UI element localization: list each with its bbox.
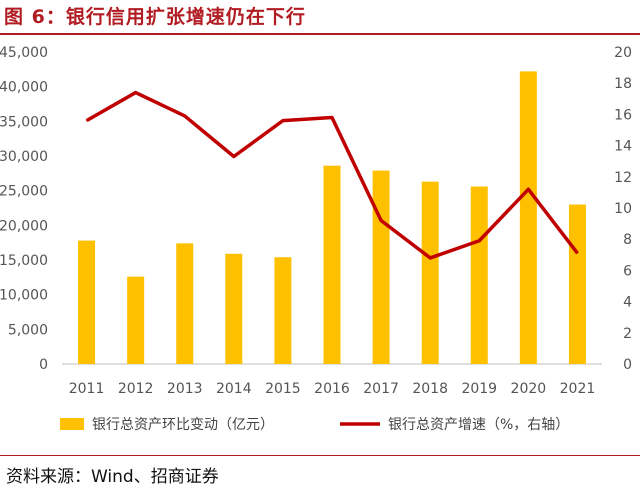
left-tick-label: 10,000: [0, 288, 48, 304]
left-tick-label: 35,000: [0, 114, 48, 130]
x-tick-label: 2012: [118, 381, 154, 397]
x-tick-label: 2011: [69, 381, 105, 397]
right-tick-label: 14: [614, 139, 632, 155]
bar: [176, 243, 194, 364]
right-tick-label: 20: [614, 45, 632, 61]
bar-series: [78, 71, 586, 364]
right-tick-label: 16: [614, 107, 632, 123]
legend-bar-swatch: [60, 418, 84, 430]
x-axis-ticks: 2011 2012 2013 2014 2015 2016 2017 2018 2019 2020…: [69, 381, 596, 397]
bar: [274, 257, 292, 364]
growth-point: [233, 156, 235, 158]
right-tick-label: 12: [614, 170, 632, 186]
left-tick-label: 30,000: [0, 149, 48, 165]
legend-bar-label: 银行总资产环比变动（亿元）: [92, 417, 274, 433]
x-tick-label: 2014: [216, 381, 252, 397]
left-tick-label: 0: [39, 357, 48, 373]
bar: [470, 186, 488, 364]
bar: [568, 204, 586, 364]
bar: [323, 165, 341, 364]
bar: [78, 240, 96, 364]
bar: [519, 71, 537, 364]
right-tick-label: 10: [614, 201, 632, 217]
growth-point: [380, 219, 382, 221]
title-rule: [0, 33, 640, 35]
growth-point: [478, 240, 480, 242]
right-tick-label: 4: [623, 295, 632, 311]
left-tick-label: 45,000: [0, 45, 48, 61]
figure-title: 图 6：银行信用扩张增速仍在下行: [4, 6, 306, 28]
growth-point: [429, 257, 431, 259]
left-tick-label: 25,000: [0, 184, 48, 200]
line-series: [85, 90, 579, 260]
bar: [421, 181, 439, 364]
left-axis-ticks: 0 5,000 10,000 15,000 20,000 25,000 30,000 35,0…: [0, 45, 48, 373]
x-tick-label: 2013: [167, 381, 203, 397]
x-tick-label: 2018: [412, 381, 448, 397]
right-tick-label: 6: [623, 263, 632, 279]
left-tick-label: 15,000: [0, 253, 48, 269]
growth-point: [576, 252, 578, 254]
left-tick-label: 40,000: [0, 80, 48, 96]
x-tick-label: 2019: [461, 381, 497, 397]
bar: [127, 276, 145, 364]
x-tick-label: 2017: [363, 381, 399, 397]
right-tick-label: 2: [623, 326, 632, 342]
right-tick-label: 0: [623, 357, 632, 373]
right-axis-ticks: 0 2 4 6 8 10 12 14 16 18 20: [614, 45, 632, 373]
right-tick-label: 8: [623, 232, 632, 248]
bar: [225, 253, 243, 364]
source-note: 资料来源：Wind、招商证券: [6, 467, 219, 487]
growth-point: [135, 92, 137, 94]
x-tick-label: 2021: [560, 381, 596, 397]
growth-point: [331, 117, 333, 119]
growth-point: [527, 188, 529, 190]
growth-point: [282, 120, 284, 122]
legend-line-label: 银行总资产增速（%，右轴）: [388, 417, 569, 433]
source-rule: [0, 455, 640, 456]
right-tick-label: 18: [614, 76, 632, 92]
x-tick-label: 2015: [265, 381, 301, 397]
x-tick-label: 2020: [511, 381, 547, 397]
x-tick-label: 2016: [314, 381, 350, 397]
left-tick-label: 20,000: [0, 218, 48, 234]
bar: [372, 170, 390, 364]
legend: 银行总资产环比变动（亿元） 银行总资产增速（%，右轴）: [60, 417, 569, 433]
growth-point: [86, 120, 88, 122]
left-tick-label: 5,000: [8, 322, 48, 338]
growth-point: [184, 115, 186, 117]
combo-chart: 0 5,000 10,000 15,000 20,000 25,000 30,000 35,0…: [0, 45, 632, 433]
